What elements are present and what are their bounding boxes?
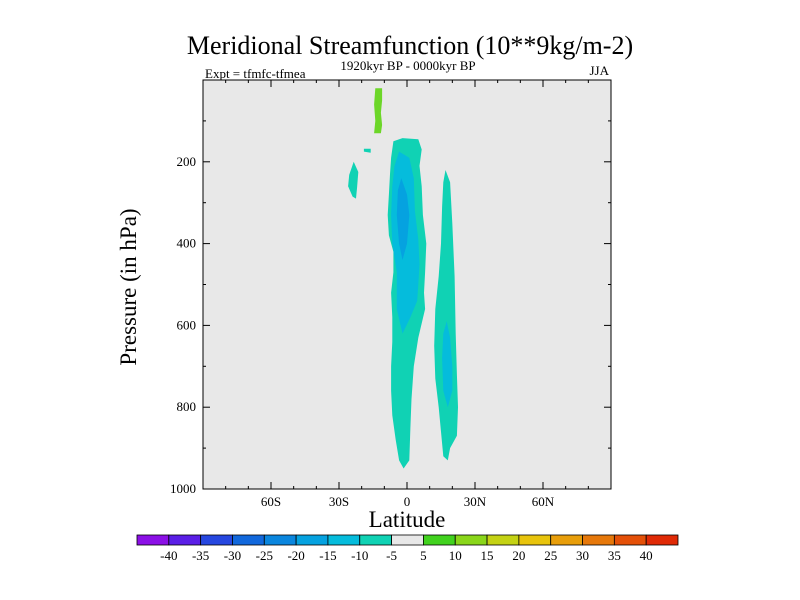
colorbar-swatch — [168, 534, 202, 546]
colorbar-label: 35 — [608, 548, 621, 563]
contour-tropical-negative-cell-core — [396, 178, 410, 260]
colorbar-swatch — [295, 534, 329, 546]
axis-ticks: 60S 30S 0 30N 60N 200 400 600 800 1000 — [170, 80, 611, 509]
colorbar-swatch — [423, 534, 456, 546]
colorbar-swatch — [582, 534, 615, 546]
y-tick-label: 800 — [177, 399, 197, 414]
x-tick-label: 60N — [532, 494, 555, 509]
contour-fills — [348, 88, 458, 469]
chart-title: Meridional Streamfunction (10**9kg/m-2) — [187, 31, 633, 60]
colorbar-label: -30 — [224, 548, 241, 563]
colorbar-label: -15 — [319, 548, 336, 563]
contour-stratospheric-positive-cell — [374, 88, 383, 134]
contour-high-lat-negative-blob — [348, 161, 359, 199]
colorbar-label: -35 — [192, 548, 209, 563]
colorbar-swatch — [136, 534, 170, 546]
y-tick-label: 1000 — [170, 481, 196, 496]
colorbar-label: 40 — [640, 548, 653, 563]
colorbar-label: 5 — [420, 548, 427, 563]
time-range-label: 1920kyr BP - 0000kyr BP — [340, 58, 475, 73]
colorbar-swatch — [200, 534, 233, 546]
colorbar-swatch — [550, 534, 583, 546]
colorbar-swatch — [359, 534, 392, 546]
colorbar-swatch — [486, 534, 520, 546]
colorbar-swatch — [327, 534, 361, 546]
colorbar-swatch — [613, 534, 647, 546]
y-tick-label: 600 — [177, 317, 197, 332]
colorbar-label: -10 — [351, 548, 368, 563]
colorbar-swatch — [645, 534, 679, 546]
colorbar-label: 25 — [544, 548, 557, 563]
contour-northern-negative-cell-inner — [442, 321, 453, 408]
colorbar-swatch — [454, 534, 488, 546]
colorbar-swatch — [391, 534, 424, 546]
colorbar-label: -5 — [386, 548, 397, 563]
colorbar-swatch — [232, 534, 265, 546]
season-label: JJA — [589, 63, 609, 78]
x-axis-label: Latitude — [369, 507, 446, 532]
colorbar-label: -25 — [256, 548, 273, 563]
colorbar-label: -20 — [287, 548, 304, 563]
x-tick-label: 0 — [404, 494, 411, 509]
x-tick-label: 30N — [464, 494, 487, 509]
x-tick-label: 60S — [261, 494, 281, 509]
colorbar-label: 20 — [512, 548, 525, 563]
y-tick-label: 200 — [177, 154, 197, 169]
contour-small-negative-fleck — [363, 148, 371, 153]
x-tick-label: 30S — [329, 494, 349, 509]
colorbar-label: -40 — [160, 548, 177, 563]
y-axis-label: Pressure (in hPa) — [116, 208, 141, 365]
colorbar: -40 -35 -30 -25 -20 -15 -10 -5 5 10 15 20 25 30 35 40 — [136, 534, 679, 563]
colorbar-label: 30 — [576, 548, 589, 563]
colorbar-swatch — [518, 534, 552, 546]
colorbar-label: 15 — [481, 548, 494, 563]
y-tick-label: 400 — [177, 236, 197, 251]
experiment-label: Expt = tfmfc-tfmea — [205, 66, 306, 81]
colorbar-swatch — [263, 534, 297, 546]
colorbar-label: 10 — [449, 548, 462, 563]
